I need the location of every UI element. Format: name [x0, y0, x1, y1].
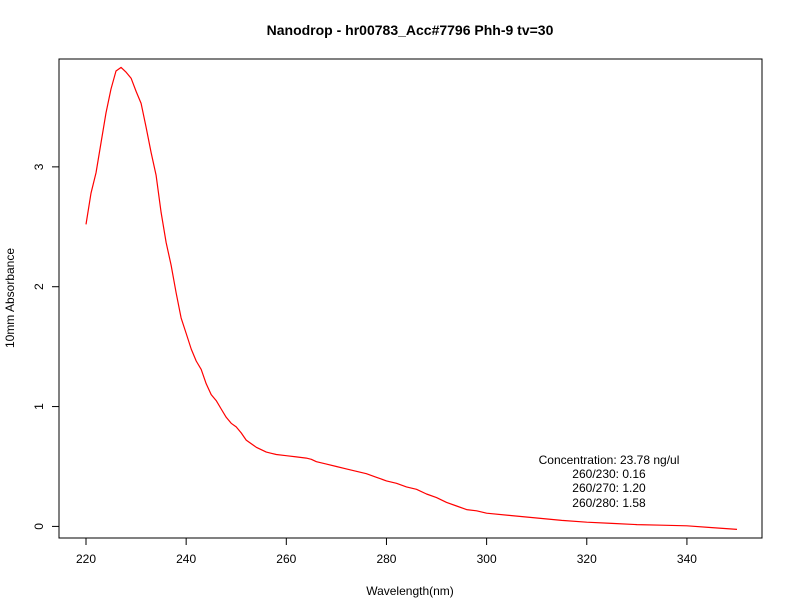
ratio-260-230-annotation: 260/230: 0.16 [572, 467, 646, 481]
y-tick-label: 0 [32, 523, 46, 530]
y-axis-label: 10mm Absorbance [3, 248, 17, 348]
x-tick-label: 320 [577, 552, 597, 566]
chart-title: Nanodrop - hr00783_Acc#7796 Phh-9 tv=30 [267, 22, 554, 38]
absorbance-series-line [85, 66, 738, 530]
annotation-block: Concentration: 23.78 ng/ul 260/230: 0.16… [539, 453, 680, 510]
series-layer [85, 66, 738, 530]
concentration-annotation: Concentration: 23.78 ng/ul [539, 453, 680, 467]
ratio-260-280-annotation: 260/280: 1.58 [572, 496, 646, 510]
x-tick-label: 280 [376, 552, 396, 566]
x-tick-label: 340 [677, 552, 697, 566]
y-tick-label: 2 [32, 283, 46, 290]
x-tick-label: 260 [276, 552, 296, 566]
x-axis: 220 240 260 280 300 320 340 [76, 537, 697, 566]
x-axis-label: Wavelength(nm) [366, 584, 454, 598]
y-tick-label: 1 [32, 403, 46, 410]
x-tick-label: 220 [76, 552, 96, 566]
y-tick-label: 3 [32, 163, 46, 170]
ratio-260-270-annotation: 260/270: 1.20 [572, 481, 646, 495]
x-tick-label: 240 [176, 552, 196, 566]
y-axis: 0 1 2 3 [32, 163, 60, 530]
x-tick-label: 300 [477, 552, 497, 566]
